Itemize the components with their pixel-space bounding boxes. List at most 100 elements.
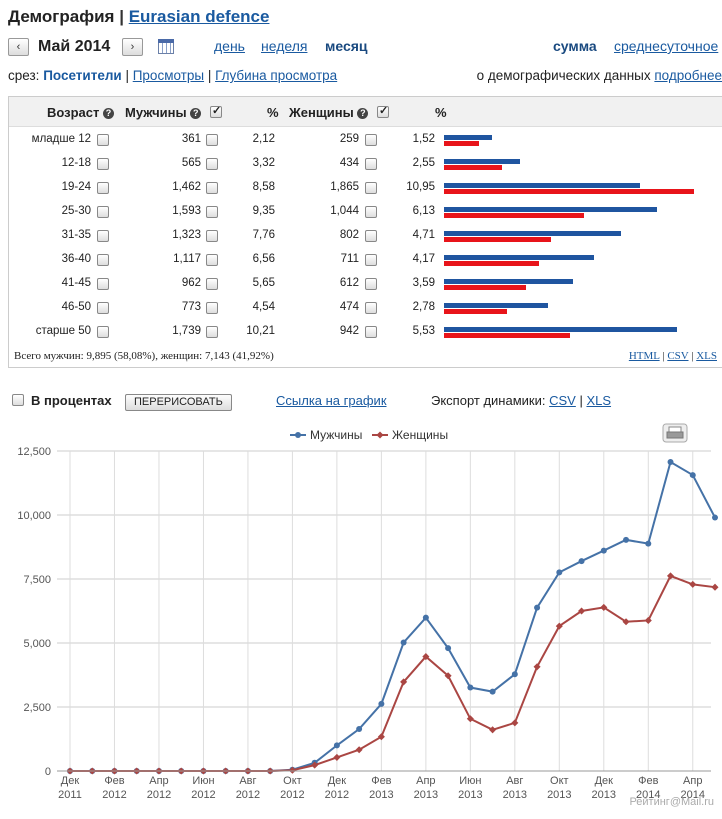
slice-views[interactable]: Просмотры <box>132 68 205 83</box>
women-row-checkbox[interactable] <box>365 326 377 338</box>
demo-info-link[interactable]: подробнее <box>654 68 722 83</box>
export-dynamics-xls[interactable]: XLS <box>586 393 612 408</box>
data-point <box>689 472 696 479</box>
slice-depth[interactable]: Глубина просмотра <box>215 68 338 83</box>
data-point <box>645 540 652 547</box>
data-point <box>445 645 452 652</box>
women-pct-cell: 10,95 <box>406 181 435 193</box>
export-dynamics-csv[interactable]: CSV <box>549 393 576 408</box>
men-row-checkbox[interactable] <box>206 254 218 266</box>
women-row-checkbox[interactable] <box>365 302 377 314</box>
table-row: 41-45 962 5,65 612 3,59 <box>9 272 722 296</box>
period-week[interactable]: неделя <box>261 38 308 54</box>
percent-checkbox[interactable] <box>12 394 24 406</box>
women-row-checkbox[interactable] <box>365 206 377 218</box>
site-link[interactable]: Eurasian defence <box>128 7 270 26</box>
women-row-checkbox[interactable] <box>365 158 377 170</box>
age-checkbox[interactable] <box>97 254 109 266</box>
men-row-checkbox[interactable] <box>206 182 218 194</box>
next-month-button[interactable]: › <box>122 38 143 56</box>
table-row: 25-30 1,593 9,35 1,044 6,13 <box>9 200 722 224</box>
help-icon[interactable]: ? <box>190 108 202 119</box>
table-row: 31-35 1,323 7,76 802 4,71 <box>9 224 722 248</box>
men-bar <box>444 207 658 212</box>
period-navigation: ‹ Май 2014 › день неделя месяц сумма сре… <box>8 38 722 58</box>
women-pct-cell: 3,59 <box>412 277 435 289</box>
x-tick-label: 2012 <box>325 789 349 801</box>
redraw-button[interactable]: ПЕРЕРИСОВАТЬ <box>125 394 232 411</box>
age-checkbox[interactable] <box>97 326 109 338</box>
x-tick-label: 2013 <box>414 789 438 801</box>
age-checkbox[interactable] <box>97 134 109 146</box>
men-row-checkbox[interactable] <box>206 230 218 242</box>
slice-label: срез: <box>8 68 40 83</box>
men-count-cell: 1,323 <box>172 229 201 241</box>
plot-area <box>57 451 711 771</box>
data-point <box>466 715 474 723</box>
data-point <box>333 753 341 761</box>
men-row-checkbox[interactable] <box>206 302 218 314</box>
mode-sum[interactable]: сумма <box>553 38 597 54</box>
slice-selector: срез: Посетители | Просмотры | Глубина п… <box>8 68 338 83</box>
calendar-icon[interactable] <box>158 39 174 54</box>
period-month[interactable]: месяц <box>325 38 368 54</box>
table-row: старше 50 1,739 10,21 942 5,53 <box>9 320 722 344</box>
print-icon-body <box>666 431 684 439</box>
data-point <box>623 536 630 543</box>
age-cell: 46-50 <box>61 301 91 313</box>
chart-link[interactable]: Ссылка на график <box>276 393 387 408</box>
percent-label: В процентах <box>31 393 112 408</box>
women-row-checkbox[interactable] <box>365 230 377 242</box>
women-count-cell: 434 <box>339 157 359 169</box>
section-title: Демография <box>8 7 115 26</box>
women-row-checkbox[interactable] <box>365 182 377 194</box>
export-csv-link[interactable]: CSV <box>667 350 689 362</box>
women-bar <box>444 213 584 218</box>
women-pct-cell: 2,55 <box>412 157 435 169</box>
header-men-pct: % <box>267 105 279 120</box>
header-women-pct: % <box>435 105 447 120</box>
women-row-checkbox[interactable] <box>365 254 377 266</box>
men-checkbox[interactable] <box>210 104 222 118</box>
export-html-link[interactable]: HTML <box>628 350 660 362</box>
period-day[interactable]: день <box>214 38 245 54</box>
x-tick-label: 2012 <box>102 789 126 801</box>
export-xls-link[interactable]: XLS <box>696 350 717 362</box>
age-checkbox[interactable] <box>97 302 109 314</box>
women-row-checkbox[interactable] <box>365 134 377 146</box>
women-checkbox[interactable] <box>377 104 389 118</box>
men-pct-cell: 4,54 <box>252 301 275 313</box>
help-icon[interactable]: ? <box>357 108 369 119</box>
table-row: 46-50 773 4,54 474 2,78 <box>9 296 722 320</box>
men-row-checkbox[interactable] <box>206 206 218 218</box>
watermark: Рейтинг@Mail.ru <box>629 796 714 808</box>
x-tick-label: 2014 <box>636 789 660 801</box>
x-tick-label: 2012 <box>236 789 260 801</box>
x-tick-label: Дек <box>61 775 80 787</box>
men-row-checkbox[interactable] <box>206 134 218 146</box>
prev-month-button[interactable]: ‹ <box>8 38 29 56</box>
demo-info: о демографических данных подробнее <box>477 68 722 83</box>
print-icon-paper <box>668 426 682 433</box>
men-row-checkbox[interactable] <box>206 326 218 338</box>
women-row-checkbox[interactable] <box>365 278 377 290</box>
data-point <box>533 663 541 671</box>
y-tick-label: 10,000 <box>17 510 51 522</box>
age-checkbox[interactable] <box>97 182 109 194</box>
x-tick-label: Июн <box>459 775 481 787</box>
slice-visitors[interactable]: Посетители <box>43 68 122 83</box>
help-icon[interactable]: ? <box>103 108 115 119</box>
age-checkbox[interactable] <box>97 230 109 242</box>
women-count-cell: 711 <box>340 253 359 265</box>
age-checkbox[interactable] <box>97 158 109 170</box>
mode-daily-average[interactable]: среднесуточное <box>614 38 719 54</box>
dynamics-chart: 0 2,500 5,000 7,500 10,000 12,500 Дек 2011 Фев 20… <box>17 423 719 801</box>
women-bar <box>444 261 540 266</box>
men-row-checkbox[interactable] <box>206 278 218 290</box>
age-checkbox[interactable] <box>97 206 109 218</box>
men-row-checkbox[interactable] <box>206 158 218 170</box>
data-point <box>355 746 363 754</box>
x-tick-label: Дек <box>595 775 614 787</box>
x-tick-label: 2013 <box>369 789 393 801</box>
age-checkbox[interactable] <box>97 278 109 290</box>
